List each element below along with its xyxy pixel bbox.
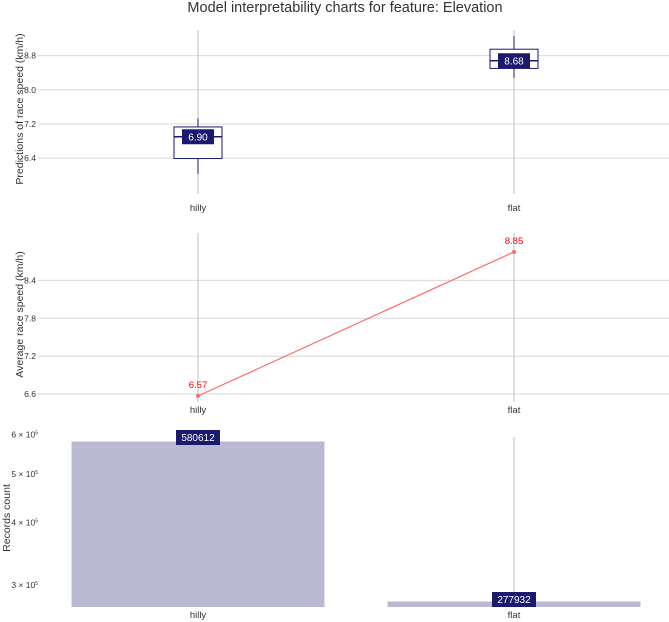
y-tick-label-1: 7.2 <box>24 119 36 129</box>
bar-value-label: 277932 <box>497 595 531 606</box>
bar-value-label-bg <box>492 592 536 608</box>
x-tick-label-1: hilly <box>190 203 207 214</box>
line-point <box>196 394 200 398</box>
y-axis-title-1: Predictions of race speed (km/h) <box>14 33 26 184</box>
y-tick-label-3: 4 × 105 <box>11 517 38 527</box>
bar-value-label-bg <box>176 429 220 445</box>
x-tick-label-1: flat <box>508 203 521 214</box>
y-tick-label-2: 8.4 <box>24 275 36 285</box>
y-tick-label-3: 5 × 105 <box>11 469 38 479</box>
box-value-label-bg <box>498 53 530 69</box>
box-value-label-bg <box>182 129 214 145</box>
y-axis-title-3: Records count <box>1 484 13 552</box>
y-tick-label-3: 3 × 105 <box>11 580 38 590</box>
y-tick-label-1: 6.4 <box>24 153 36 163</box>
bar-value-label: 580612 <box>181 433 215 444</box>
x-tick-label-3: flat <box>508 610 521 621</box>
x-tick-label-2: hilly <box>190 405 207 416</box>
y-tick-label-2: 6.6 <box>24 389 36 399</box>
y-tick-label-2: 7.2 <box>24 351 36 361</box>
chart-title: Model interpretability charts for featur… <box>187 0 502 16</box>
line-point <box>512 249 516 254</box>
y-tick-label-2: 7.8 <box>24 313 36 323</box>
y-tick-label-1: 8.8 <box>24 51 36 61</box>
y-tick-label-1: 8.0 <box>24 85 36 95</box>
point-label: 8.85 <box>505 236 524 247</box>
series-line <box>197 251 515 397</box>
box-value-label: 6.90 <box>188 132 208 143</box>
point-label: 6.57 <box>189 380 208 391</box>
x-tick-label-3: hilly <box>190 610 207 621</box>
box-value-label: 8.68 <box>504 56 524 67</box>
x-tick-label-2: flat <box>508 405 521 416</box>
y-axis-title-2: Average race speed (km/h) <box>14 251 26 377</box>
y-tick-label-3: 6 × 105 <box>11 429 38 439</box>
